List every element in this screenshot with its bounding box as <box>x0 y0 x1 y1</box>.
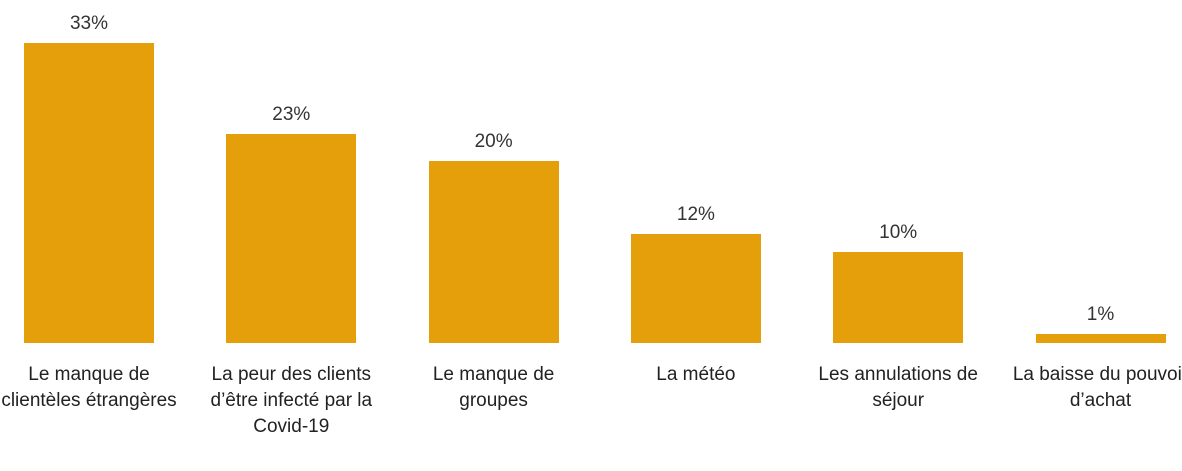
value-label: 1% <box>1086 303 1115 325</box>
value-label: 10% <box>879 222 918 244</box>
bar <box>428 161 559 343</box>
category-label: Le manque de clientèles étrangères <box>1 364 177 411</box>
value-label: 20% <box>474 131 513 153</box>
category-label: La peur des clients d’être infecté par l… <box>210 364 373 437</box>
category-label: La baisse du pouvoir d’achat <box>1012 364 1182 411</box>
category-label: Le manque de groupes <box>432 364 555 411</box>
bar <box>833 252 964 343</box>
category-label: Les annulations de séjour <box>818 364 978 411</box>
value-label: 12% <box>676 203 715 225</box>
bar <box>24 43 154 343</box>
value-label: 33% <box>69 13 109 34</box>
bar <box>1035 333 1166 343</box>
bar <box>630 233 761 343</box>
category-label: La météo <box>656 364 736 385</box>
value-label: 23% <box>272 103 311 125</box>
bar <box>226 133 357 343</box>
